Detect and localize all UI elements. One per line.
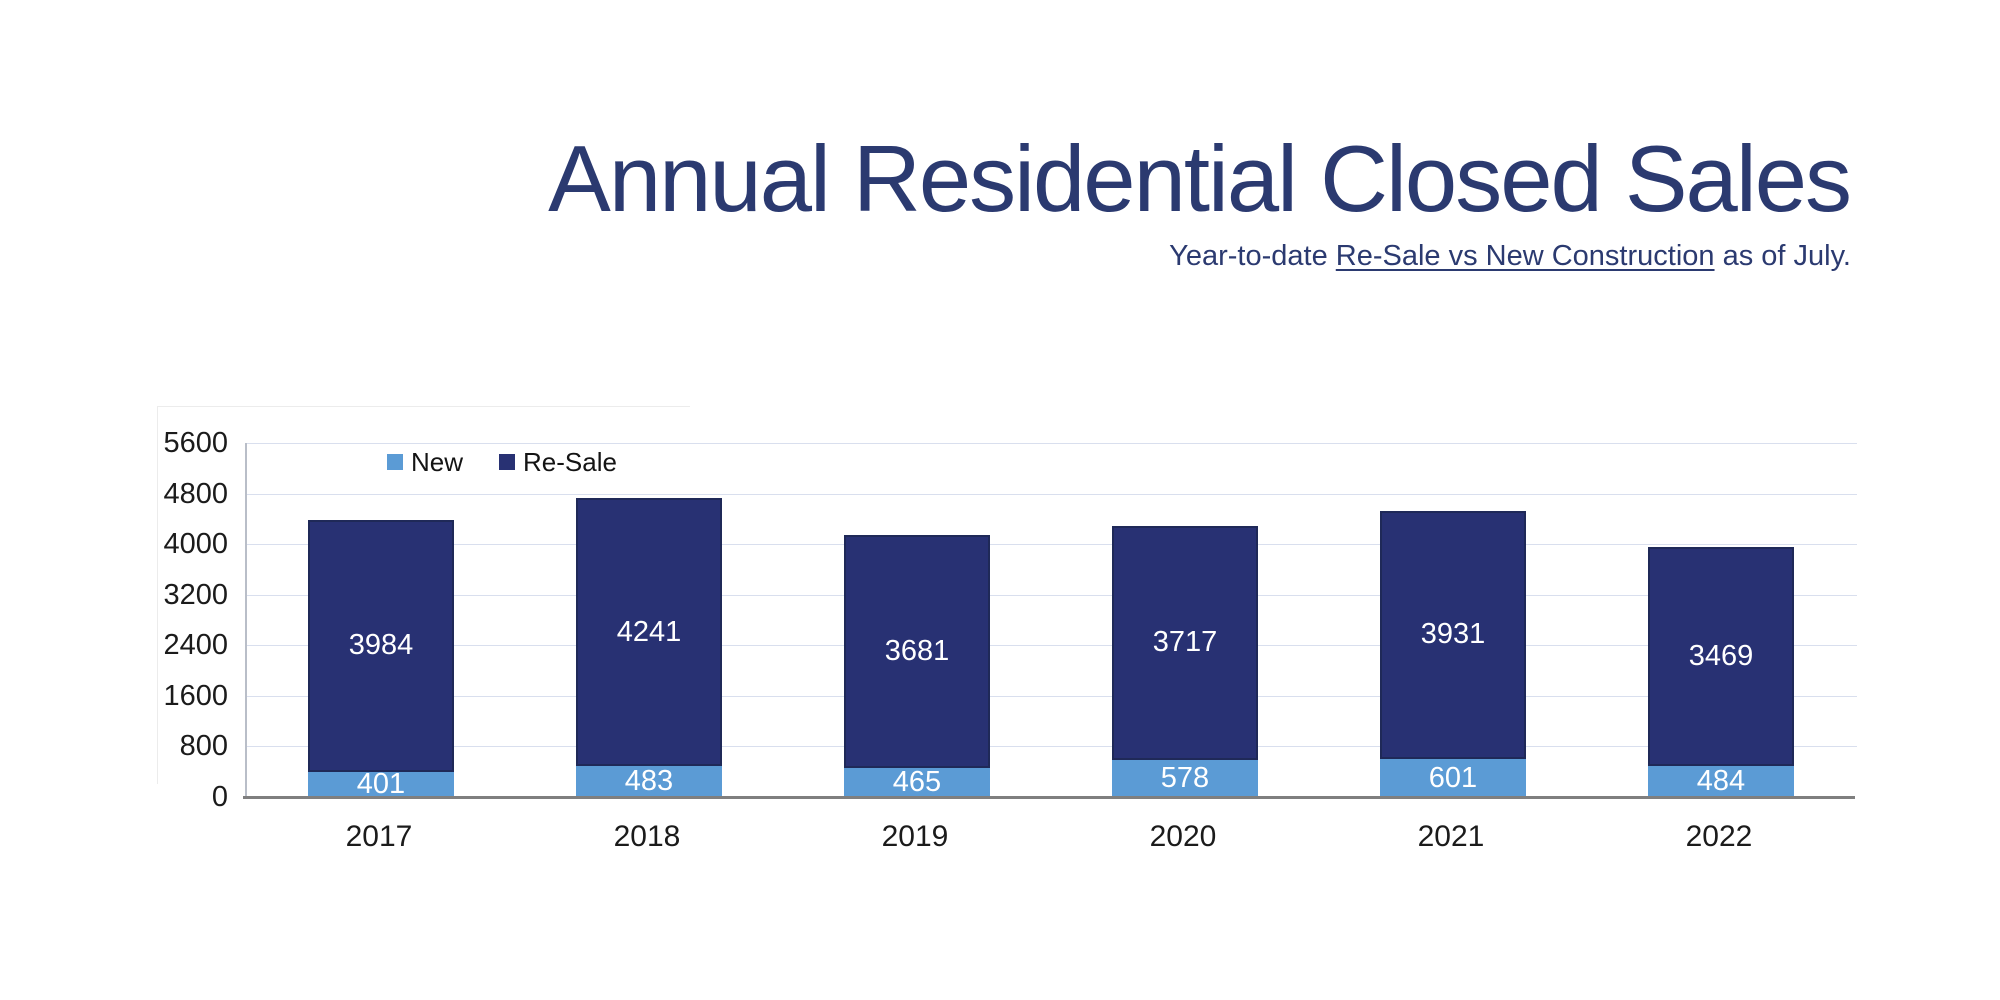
value-label-new-2019: 465 [892,765,942,798]
legend-label-new: New [411,447,464,477]
subtitle-prefix: Year-to-date [1169,240,1336,272]
y-tick-label-2400: 2400 [163,629,228,662]
value-label-re-sale-2019: 3681 [884,634,950,667]
value-label-re-sale-2018: 4241 [616,615,682,648]
segment-re-sale-2018: 4241 [576,498,722,767]
subtitle-suffix: as of July. [1714,240,1851,272]
legend-item-new: New [387,449,463,475]
value-label-re-sale-2017: 3984 [348,629,414,662]
value-label-new-2021: 601 [1428,761,1478,794]
page-title: Annual Residential Closed Sales [548,126,1852,231]
legend-label-re-sale: Re-Sale [523,447,617,477]
x-axis-line [243,796,1855,799]
gridline-800 [247,746,1857,748]
bar-2017: 3984 401 [308,519,454,800]
gridline-3200 [247,594,1857,596]
value-label-new-2017: 401 [356,767,406,800]
y-tick-label-1600: 1600 [163,679,228,712]
x-tick-label-2021: 2021 [1417,820,1485,853]
segment-re-sale-2021: 3931 [1380,510,1526,760]
segment-new-2020: 578 [1112,760,1258,797]
x-tick-label-2020: 2020 [1149,820,1217,853]
segment-re-sale-2017: 3984 [308,519,454,772]
segment-re-sale-2022: 3469 [1648,547,1794,767]
y-tick-label-3200: 3200 [163,578,228,611]
gridline-4800 [247,493,1857,495]
value-label-re-sale-2021: 3931 [1420,618,1486,651]
value-label-re-sale-2022: 3469 [1688,640,1754,673]
segment-re-sale-2019: 3681 [844,534,990,768]
chart-subtitle: Year-to-date Re-Sale vs New Construction… [1169,240,1851,273]
y-tick-label-5600: 5600 [163,427,228,459]
gridline-2400 [247,645,1857,647]
bar-chart-plot: New Re-Sale 3984 401 4241 483 3681 465 3717 578 3… [245,443,1857,800]
value-label-re-sale-2020: 3717 [1152,626,1218,659]
subtitle-underlined-phrase: Re-Sale vs New Construction [1335,240,1715,272]
bar-2022: 3469 484 [1648,547,1794,797]
segment-new-2019: 465 [844,765,990,798]
value-label-new-2018: 483 [624,765,674,798]
bar-2021: 3931 601 [1380,510,1526,797]
legend-item-re-sale: Re-Sale [499,449,617,475]
bar-2019: 3681 465 [844,534,990,798]
x-tick-label-2019: 2019 [881,820,949,853]
segment-re-sale-2020: 3717 [1112,525,1258,761]
chart-legend: New Re-Sale [387,449,617,475]
y-tick-label-4000: 4000 [163,528,228,561]
bar-2018: 4241 483 [576,498,722,797]
y-tick-label-800: 800 [179,730,228,763]
x-tick-label-2017: 2017 [345,820,413,853]
bar-2020: 3717 578 [1112,525,1258,797]
y-tick-label-4800: 4800 [163,477,228,510]
segment-new-2021: 601 [1380,759,1526,797]
gridline-5600 [247,443,1857,444]
value-label-new-2022: 484 [1696,765,1746,798]
segment-new-2022: 484 [1648,766,1794,797]
legend-swatch-new [387,454,403,470]
value-label-new-2020: 578 [1160,762,1210,795]
gridline-4000 [247,544,1857,546]
segment-new-2017: 401 [308,767,454,800]
legend-swatch-re-sale [499,454,516,470]
x-tick-label-2018: 2018 [613,820,681,853]
gridline-1600 [247,695,1857,697]
x-tick-label-2022: 2022 [1685,820,1753,853]
segment-new-2018: 483 [576,766,722,797]
y-tick-label-0: 0 [211,781,228,813]
